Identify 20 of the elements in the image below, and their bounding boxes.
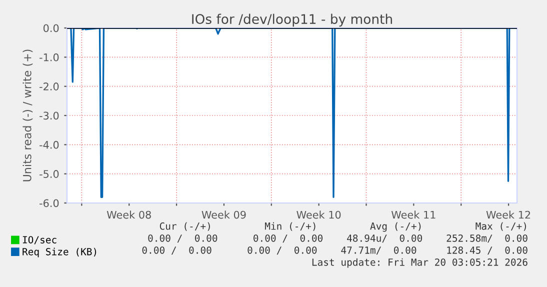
text: Cur (-/+) Min (-/+) Avg (-/+) Max (-/+) — [160, 222, 526, 232]
y-tick-label: -2.0 — [40, 82, 59, 90]
chart-title: IOs for /dev/loop11 - by month — [192, 14, 392, 27]
y-tick-label: -1.0 — [40, 53, 59, 62]
y-tick-label: 0.0 — [43, 24, 59, 32]
x-tick-label: Week 08 — [106, 210, 151, 219]
x-tick-label: Week 10 — [296, 210, 341, 219]
text: 0.00 / 0.00 0.00 / 0.00 47.71m/ 0.00 128.45 / 0.00 — [142, 246, 528, 255]
legend-label: IO/sec — [22, 236, 56, 244]
y-tick-label: -6.0 — [40, 199, 59, 208]
x-tick-label: Week 11 — [391, 210, 436, 219]
y-tick-label: -5.0 — [40, 170, 59, 178]
y-tick-label: -3.0 — [40, 112, 59, 120]
y-axis-title: Units read (-) / write (+) — [22, 50, 33, 182]
x-tick-label: Week 09 — [202, 210, 246, 219]
x-tick-label: Week 12 — [486, 210, 530, 219]
y-tick-label: -4.0 — [40, 140, 59, 149]
text: Last update: Fri Mar 20 03:05:21 2026 — [312, 258, 528, 268]
text: 0.00 / 0.00 0.00 / 0.00 48.94u/ 0.00 252.58m/ 0.00 — [148, 234, 528, 243]
legend-label: Req Size (KB) — [22, 248, 96, 258]
